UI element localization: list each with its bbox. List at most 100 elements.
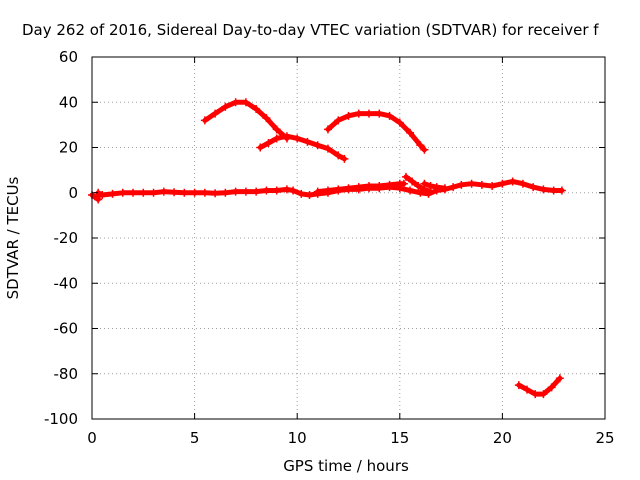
- data-point: [200, 188, 209, 197]
- y-tick-label: -100: [44, 410, 78, 428]
- data-point: [221, 102, 230, 111]
- data-point: [406, 128, 415, 137]
- data-point: [416, 141, 425, 150]
- y-axis-label: SDTVAR / TECUs: [4, 176, 22, 299]
- data-point: [401, 172, 410, 181]
- data-point: [303, 137, 312, 146]
- data-point: [305, 191, 314, 200]
- data-point: [282, 185, 291, 194]
- data-point: [539, 390, 548, 399]
- y-tick-label: 20: [59, 139, 78, 157]
- data-point: [531, 390, 540, 399]
- data-point: [488, 181, 497, 190]
- data-point: [170, 188, 179, 197]
- x-tick-label: 25: [595, 429, 614, 447]
- data-point: [211, 109, 220, 118]
- data-point: [547, 383, 556, 392]
- y-tick-label: 40: [59, 93, 78, 111]
- data-points: [88, 98, 566, 399]
- data-point: [282, 132, 291, 141]
- data-point: [354, 109, 363, 118]
- data-point: [385, 111, 394, 120]
- data-point: [440, 184, 449, 193]
- data-point: [416, 188, 425, 197]
- data-point: [354, 183, 363, 192]
- data-point: [252, 187, 261, 196]
- data-point: [108, 189, 117, 198]
- data-point: [555, 374, 564, 383]
- data-point: [549, 186, 558, 195]
- data-point: [467, 179, 476, 188]
- data-point: [457, 180, 466, 189]
- data-point: [529, 183, 538, 192]
- data-point: [297, 189, 306, 198]
- data-point: [539, 185, 548, 194]
- data-point: [118, 188, 127, 197]
- data-point: [272, 134, 281, 143]
- data-point: [272, 186, 281, 195]
- data-point: [262, 186, 271, 195]
- data-point: [289, 186, 298, 195]
- data-point: [406, 186, 415, 195]
- y-tick-label: -60: [54, 320, 79, 338]
- data-point: [399, 179, 408, 188]
- data-point: [200, 116, 209, 125]
- data-point: [375, 181, 384, 190]
- data-point: [313, 187, 322, 196]
- data-point: [139, 188, 148, 197]
- data-point: [426, 181, 435, 190]
- data-point: [334, 116, 343, 125]
- x-tick-label: 0: [87, 429, 97, 447]
- y-tick-label: -80: [54, 365, 79, 383]
- data-point: [518, 179, 527, 188]
- data-point: [94, 195, 103, 204]
- data-point: [159, 187, 168, 196]
- data-point: [523, 385, 532, 394]
- y-tick-label: 0: [68, 184, 78, 202]
- data-point: [323, 144, 332, 153]
- x-tick-label: 15: [390, 429, 409, 447]
- data-series-2: [401, 172, 435, 196]
- data-point: [264, 138, 273, 147]
- data-point: [514, 381, 523, 390]
- x-tick-label: 10: [288, 429, 307, 447]
- data-series-3: [420, 179, 449, 193]
- data-point: [180, 188, 189, 197]
- data-series-7: [514, 374, 564, 399]
- data-point: [395, 118, 404, 127]
- data-point: [231, 98, 240, 107]
- x-axis-label: GPS time / hours: [283, 457, 409, 475]
- data-point: [414, 181, 423, 190]
- data-point: [365, 181, 374, 190]
- data-series-1: [313, 179, 408, 196]
- axis-ticks: 0 5 10 15 20 25 -100 -80 -60 -40 -20 0 20 40 60: [44, 48, 615, 447]
- series-trace: [315, 181, 407, 195]
- data-point: [149, 188, 158, 197]
- data-point: [231, 187, 240, 196]
- data-point: [365, 109, 374, 118]
- data-point: [190, 188, 199, 197]
- series-trace: [257, 133, 347, 162]
- data-point: [420, 179, 429, 188]
- chart-title: Day 262 of 2016, Sidereal Day-to-day VTE…: [22, 21, 599, 39]
- data-point: [408, 177, 417, 186]
- data-point: [420, 145, 429, 154]
- data-point: [241, 187, 250, 196]
- data-point: [262, 114, 271, 123]
- data-point: [313, 141, 322, 150]
- data-point: [211, 189, 220, 198]
- x-tick-label: 20: [493, 429, 512, 447]
- data-series-4: [200, 98, 291, 143]
- data-point: [477, 180, 486, 189]
- data-point: [334, 185, 343, 194]
- data-point: [498, 179, 507, 188]
- y-tick-label: -20: [54, 229, 79, 247]
- data-series-5: [256, 132, 349, 163]
- data-point: [129, 188, 138, 197]
- data-point: [508, 177, 517, 186]
- y-tick-label: -40: [54, 274, 79, 292]
- data-point: [557, 186, 566, 195]
- data-point: [293, 134, 302, 143]
